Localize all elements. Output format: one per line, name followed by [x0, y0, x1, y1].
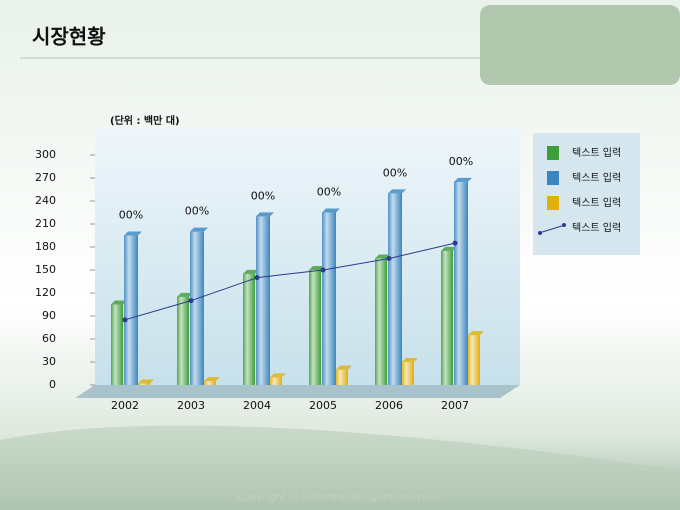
y-tick-label: 210 — [35, 217, 56, 230]
bar-top — [190, 227, 208, 232]
bar-shine — [138, 383, 150, 385]
bar-top — [454, 177, 472, 182]
line — [124, 242, 456, 321]
y-tick-label: 30 — [42, 355, 56, 368]
bar-shine — [243, 273, 255, 385]
bar-top — [270, 373, 286, 378]
y-tick-label: 150 — [35, 263, 56, 276]
unit-label: (단위 : 백만 대) — [110, 114, 180, 127]
annotation: 00% — [449, 155, 473, 168]
bar-top — [243, 269, 259, 274]
bar-top — [124, 231, 142, 236]
annotation: 00% — [185, 205, 209, 218]
bar-top — [388, 189, 406, 194]
bar-top — [322, 208, 340, 213]
bar-shine — [177, 296, 189, 385]
line-marker — [452, 240, 458, 246]
legend-label: 텍스트 입력 — [572, 146, 621, 159]
bar-shine — [270, 377, 282, 385]
bar-top — [204, 377, 220, 382]
line-marker — [254, 275, 260, 281]
line-marker — [386, 256, 392, 261]
bar-top — [336, 365, 352, 370]
bar-top — [138, 379, 154, 384]
legend-line — [538, 224, 566, 234]
y-tick-label: 120 — [35, 286, 56, 299]
legend-label: 텍스트 입력 — [572, 196, 621, 209]
bar-shine — [402, 362, 414, 385]
legend-label: 텍스트 입력 — [572, 221, 621, 234]
x-tick-label: 2004 — [243, 399, 271, 412]
bar-top — [441, 246, 457, 251]
line-marker — [122, 317, 128, 323]
bar-shine — [190, 231, 204, 385]
bar-top — [111, 300, 127, 305]
header-image — [480, 5, 680, 85]
y-tick-label: 90 — [42, 309, 56, 322]
y-tick-label: 0 — [49, 378, 56, 391]
bar-top — [468, 331, 484, 336]
y-tick-label: 270 — [35, 171, 56, 184]
annotation: 00% — [119, 209, 143, 222]
bar-top — [256, 212, 274, 217]
y-tick-label: 300 — [35, 148, 56, 161]
annotation: 00% — [383, 166, 407, 179]
y-tick-label: 60 — [42, 332, 56, 345]
legend-marker — [538, 231, 542, 235]
bar-shine — [124, 235, 138, 385]
bar-top — [402, 358, 418, 362]
legend-swatch — [547, 146, 559, 160]
footer: Copyright ⓒ bizforms All rights reserved… — [237, 491, 443, 503]
bar-shine — [375, 258, 387, 385]
legend-marker — [562, 223, 566, 227]
decor-wave — [0, 425, 680, 510]
bar-top — [177, 292, 193, 297]
annotation: 00% — [317, 186, 341, 199]
bar-shine — [388, 193, 402, 385]
bar-shine — [454, 181, 468, 385]
annotation: 00% — [251, 189, 275, 202]
bar-shine — [322, 212, 336, 385]
legend-label: 텍스트 입력 — [572, 171, 621, 184]
x-tick-label: 2007 — [441, 399, 469, 412]
x-tick-label: 2005 — [309, 399, 337, 412]
bar-shine — [441, 250, 453, 385]
floor — [75, 385, 520, 398]
x-tick-label: 2003 — [177, 399, 205, 412]
y-tick-label: 240 — [35, 194, 56, 207]
line-marker — [188, 298, 194, 304]
bar-shine — [256, 216, 270, 385]
bar-shine — [468, 335, 480, 385]
y-tick-label: 180 — [35, 240, 56, 253]
bar-shine — [111, 304, 123, 385]
bar-shine — [309, 270, 321, 385]
legend-swatch — [547, 196, 559, 210]
bar-shine — [336, 369, 348, 385]
x-tick-label: 2006 — [375, 399, 403, 412]
bar-shine — [204, 381, 216, 385]
x-tick-label: 2002 — [111, 399, 139, 412]
legend-swatch — [547, 171, 559, 185]
slide-title: 시장현황 — [32, 25, 106, 49]
line-marker — [320, 267, 326, 273]
